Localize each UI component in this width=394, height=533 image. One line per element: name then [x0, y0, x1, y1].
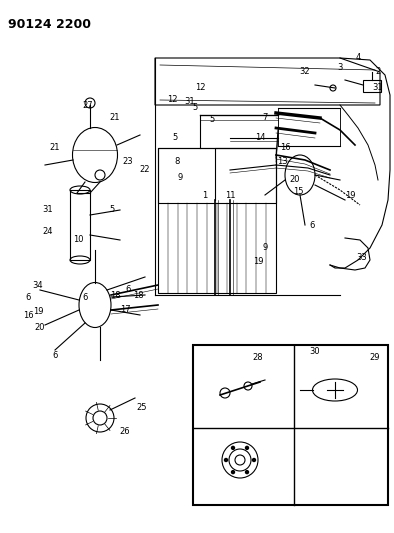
Text: 19: 19: [33, 308, 43, 317]
Text: 6: 6: [82, 294, 88, 303]
Text: 10: 10: [73, 236, 83, 245]
Text: 31: 31: [43, 206, 53, 214]
Text: 11: 11: [225, 190, 235, 199]
Text: 15: 15: [293, 188, 303, 197]
Text: 7: 7: [262, 114, 268, 123]
Text: 18: 18: [110, 290, 120, 300]
Circle shape: [253, 458, 255, 462]
Text: 28: 28: [253, 353, 263, 362]
Text: 6: 6: [309, 221, 315, 230]
Text: 6: 6: [125, 286, 131, 295]
Circle shape: [245, 446, 249, 449]
Text: 17: 17: [120, 305, 130, 314]
Text: 5: 5: [209, 116, 215, 125]
Text: 34: 34: [33, 280, 43, 289]
Text: 23: 23: [123, 157, 133, 166]
Text: 4: 4: [355, 53, 361, 62]
Text: 21: 21: [110, 114, 120, 123]
Text: 90124 2200: 90124 2200: [8, 18, 91, 31]
Text: 31: 31: [185, 98, 195, 107]
Text: 5: 5: [172, 133, 178, 142]
Text: 13: 13: [277, 157, 287, 166]
Text: 25: 25: [137, 403, 147, 413]
Text: 20: 20: [35, 324, 45, 333]
Text: 9: 9: [262, 244, 268, 253]
Text: 29: 29: [370, 353, 380, 362]
Text: 2: 2: [375, 68, 381, 77]
Text: 31: 31: [373, 84, 383, 93]
Bar: [363, 80, 381, 92]
Text: 6: 6: [25, 294, 31, 303]
Text: 9: 9: [177, 174, 183, 182]
Text: 19: 19: [253, 257, 263, 266]
Bar: [158, 148, 276, 203]
Circle shape: [225, 458, 227, 462]
Circle shape: [232, 471, 234, 474]
Text: 5: 5: [192, 103, 198, 112]
Bar: [278, 108, 340, 146]
Text: 22: 22: [140, 166, 150, 174]
Text: 21: 21: [50, 143, 60, 152]
Circle shape: [245, 471, 249, 474]
Text: 24: 24: [43, 228, 53, 237]
Text: 26: 26: [120, 427, 130, 437]
Bar: [193, 345, 388, 505]
Text: 16: 16: [280, 143, 290, 152]
Text: 8: 8: [174, 157, 180, 166]
Circle shape: [232, 446, 234, 449]
Text: 3: 3: [337, 63, 343, 72]
Text: 19: 19: [345, 190, 355, 199]
Text: 16: 16: [23, 311, 33, 319]
Text: 1: 1: [203, 190, 208, 199]
Text: 6: 6: [52, 351, 58, 359]
Text: 18: 18: [133, 290, 143, 300]
Bar: [70, 190, 90, 260]
Text: 12: 12: [167, 95, 177, 104]
Text: 5: 5: [110, 206, 115, 214]
Text: 33: 33: [357, 254, 367, 262]
Text: 27: 27: [83, 101, 93, 109]
Text: 14: 14: [255, 133, 265, 142]
Bar: [158, 148, 276, 293]
Text: 30: 30: [310, 348, 320, 357]
Text: 12: 12: [195, 84, 205, 93]
Text: 20: 20: [290, 175, 300, 184]
Text: 32: 32: [300, 68, 310, 77]
